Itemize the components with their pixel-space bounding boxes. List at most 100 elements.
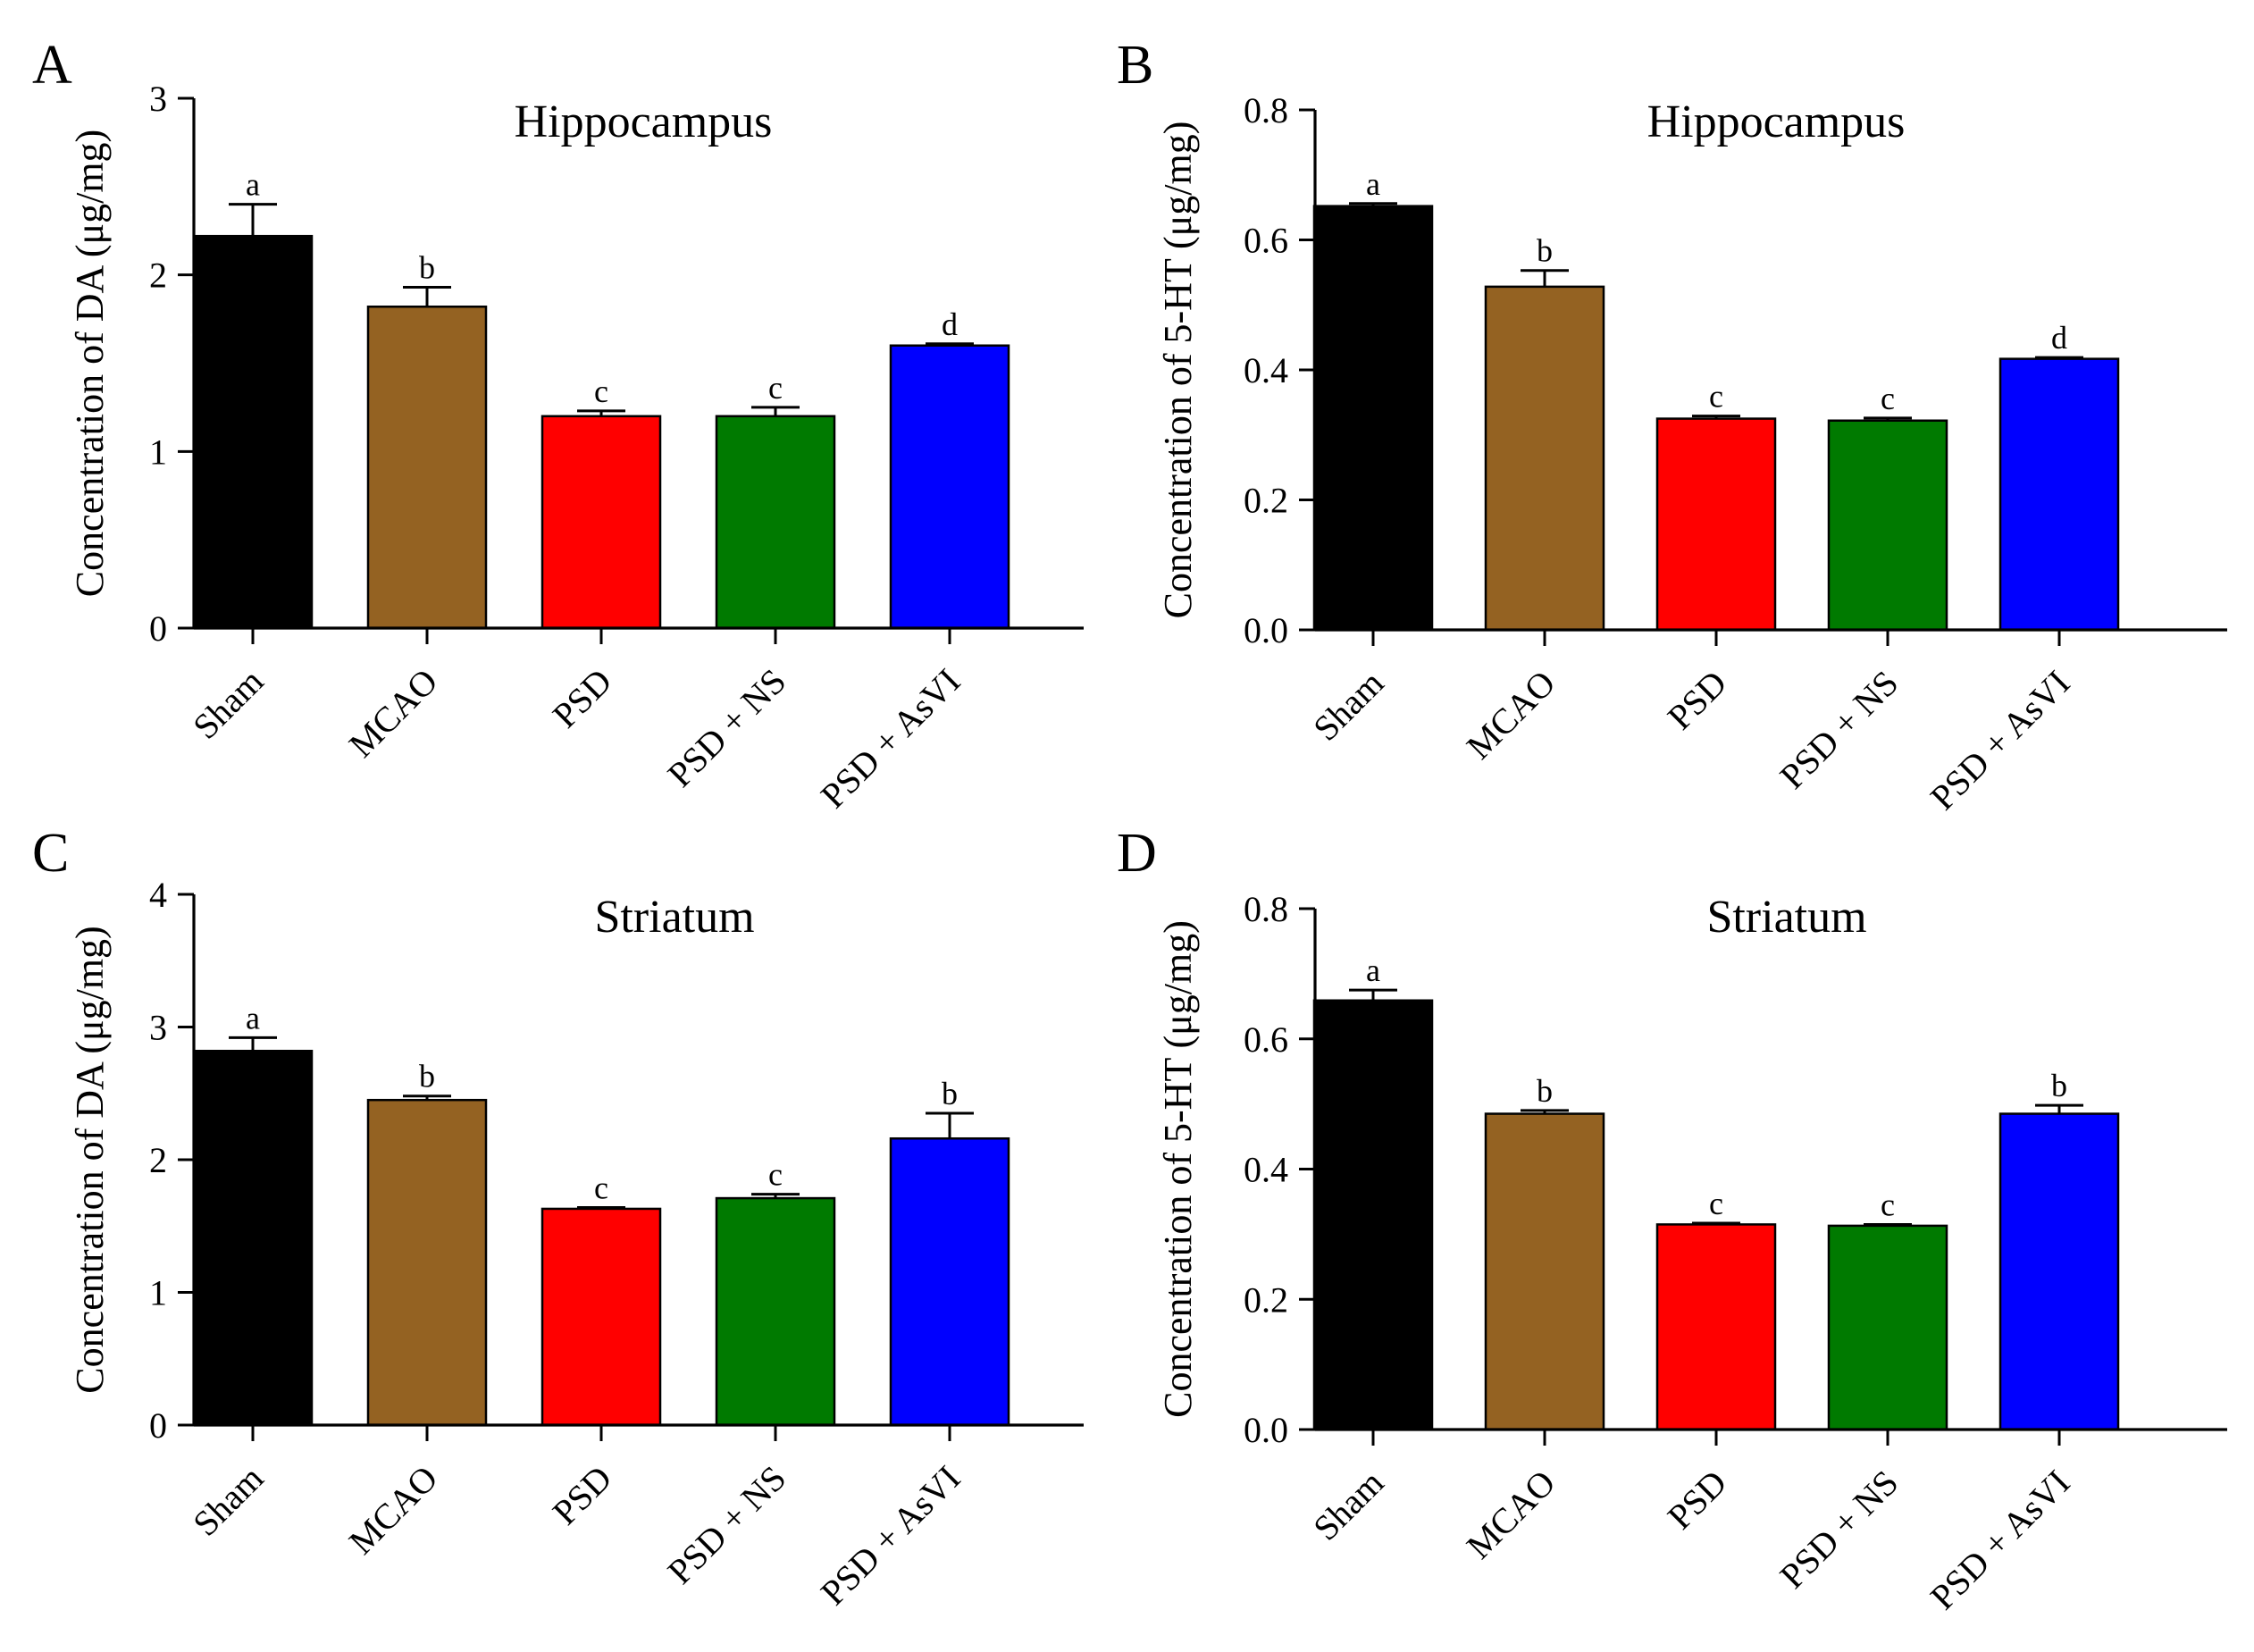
chart-a-error-bar <box>403 286 451 307</box>
chart-a-category-label: MCAO <box>341 661 446 766</box>
panel-letter-c: C <box>32 823 69 884</box>
panel-letter-b: B <box>1117 35 1153 96</box>
chart-d-bar <box>1827 1224 1948 1431</box>
chart-b-y-tick-label: 0.0 <box>1244 610 1288 650</box>
chart-d-y-tick-label: 0.4 <box>1244 1150 1288 1190</box>
chart-c-bar <box>540 1207 662 1427</box>
chart-b-error-bar <box>1864 416 1912 421</box>
chart-c-category-label: PSD + NS <box>659 1458 793 1592</box>
chart-c-bar <box>192 1049 314 1427</box>
chart-a-significance-letter: c <box>768 370 783 406</box>
chart-d-error-bar <box>1864 1222 1912 1226</box>
chart-c-significance-letter: a <box>246 1000 260 1036</box>
chart-c-category-label: MCAO <box>341 1458 446 1563</box>
chart-a-category-label: PSD + NS <box>659 661 793 795</box>
chart-b-y-tick-label: 0.2 <box>1244 481 1288 521</box>
chart-a-significance-letter: d <box>942 306 958 342</box>
chart-d-y-tick-label: 0.0 <box>1244 1410 1288 1450</box>
chart-c-y-tick-label: 0 <box>149 1405 167 1446</box>
chart-c-title: Striatum <box>594 892 754 943</box>
chart-d-bar <box>1484 1112 1605 1431</box>
chart-d-bar <box>1312 999 1434 1431</box>
chart-c: C Striatum Concentration of DA (μg/mg) a Sh… <box>32 823 1084 1613</box>
chart-c-y-tick-label: 2 <box>149 1140 167 1180</box>
chart-a-error-bar <box>577 409 625 416</box>
chart-b-category-label: PSD + NS <box>1772 663 1906 797</box>
chart-b-bar <box>1827 419 1948 632</box>
chart-b-significance-letter: a <box>1366 166 1380 202</box>
chart-c-significance-letter: b <box>419 1059 435 1094</box>
chart-a-category-label: Sham <box>185 661 271 747</box>
chart-a-y-axis-label: Concentration of DA (μg/mg) <box>68 130 112 597</box>
panel-letter-d: D <box>1117 823 1157 884</box>
chart-d-y-tick-label: 0.2 <box>1244 1279 1288 1320</box>
chart-b-category-label: MCAO <box>1459 663 1563 767</box>
chart-d-category-label: PSD + AsVI <box>1923 1463 2078 1618</box>
chart-a-significance-letter: c <box>594 373 608 409</box>
chart-c-significance-letter: c <box>594 1170 608 1205</box>
chart-d-category-label: PSD + NS <box>1772 1463 1906 1597</box>
chart-a-error-bar <box>751 406 800 416</box>
chart-c-error-bar <box>577 1205 625 1209</box>
chart-d-significance-letter: a <box>1366 952 1380 988</box>
chart-d-error-bar <box>2035 1103 2083 1114</box>
chart-a-y-tick-label: 3 <box>149 79 167 119</box>
chart-b-significance-letter: c <box>1709 379 1723 415</box>
chart-d-significance-letter: b <box>2051 1068 2067 1103</box>
chart-b-significance-letter: d <box>2051 320 2067 356</box>
chart-d-error-bar <box>1349 988 1397 1001</box>
chart-a-bar <box>889 344 1010 630</box>
chart-c-category-label: PSD <box>545 1458 620 1533</box>
chart-d-category-label: MCAO <box>1459 1463 1563 1567</box>
panel-letter-a: A <box>32 35 72 96</box>
chart-c-y-axis-label: Concentration of DA (μg/mg) <box>68 926 112 1393</box>
chart-c-error-bar <box>751 1193 800 1199</box>
chart-b-title: Hippocampus <box>1647 96 1906 147</box>
chart-d-error-bar <box>1692 1221 1740 1225</box>
chart-a-bar <box>192 234 314 630</box>
chart-b-y-tick-label: 0.8 <box>1244 90 1288 130</box>
chart-d-category-label: Sham <box>1305 1463 1391 1548</box>
chart-b-y-axis-label: Concentration of 5-HT (μg/mg) <box>1156 122 1200 619</box>
chart-a-significance-letter: b <box>419 250 435 286</box>
chart-a-y-tick-label: 0 <box>149 608 167 649</box>
chart-a-bar <box>366 305 488 630</box>
chart-b-category-label: Sham <box>1305 663 1391 749</box>
chart-c-bar <box>889 1136 1010 1427</box>
chart-b-error-bar <box>2035 356 2083 359</box>
chart-d-significance-letter: c <box>1709 1186 1723 1221</box>
chart-d-y-tick-label: 0.8 <box>1244 889 1288 929</box>
chart-d-y-tick-label: 0.6 <box>1244 1019 1288 1060</box>
chart-a-y-tick-label: 1 <box>149 432 167 472</box>
chart-b-y-tick-label: 0.4 <box>1244 350 1288 390</box>
chart-c-significance-letter: c <box>768 1157 783 1193</box>
chart-c-bar <box>366 1098 488 1427</box>
chart-b-category-label: PSD <box>1660 663 1735 738</box>
chart-c-significance-letter: b <box>942 1076 958 1111</box>
chart-a-title: Hippocampus <box>515 96 773 147</box>
chart-a-category-label: PSD <box>545 661 620 736</box>
chart-c-error-bar <box>229 1036 277 1052</box>
chart-b-significance-letter: c <box>1881 381 1895 416</box>
chart-c-y-tick-label: 3 <box>149 1008 167 1048</box>
chart-c-category-label: PSD + AsVI <box>813 1458 968 1614</box>
chart-c-error-bar <box>403 1094 451 1101</box>
chart-d-bar <box>1655 1223 1777 1431</box>
chart-c-error-bar <box>926 1111 974 1139</box>
chart-b-error-bar <box>1521 269 1569 287</box>
chart-d-category-label: PSD <box>1660 1463 1735 1538</box>
chart-b-bar <box>1998 357 2120 632</box>
chart-d-significance-letter: b <box>1537 1073 1553 1109</box>
chart-b-bar <box>1655 417 1777 632</box>
chart-a: A Hippocampus Concentration of DA (μg/mg)… <box>32 35 1084 816</box>
chart-b-error-bar <box>1349 202 1397 206</box>
chart-a-bar <box>540 415 662 630</box>
chart-c-y-tick-label: 1 <box>149 1273 167 1313</box>
chart-d-significance-letter: c <box>1881 1187 1895 1222</box>
chart-a-significance-letter: a <box>246 167 260 203</box>
chart-d-title: Striatum <box>1706 892 1866 943</box>
chart-d-error-bar <box>1521 1109 1569 1114</box>
chart-d: D Striatum Concentration of 5-HT (μg/mg) a… <box>1117 823 2227 1617</box>
chart-a-bar <box>715 415 836 630</box>
